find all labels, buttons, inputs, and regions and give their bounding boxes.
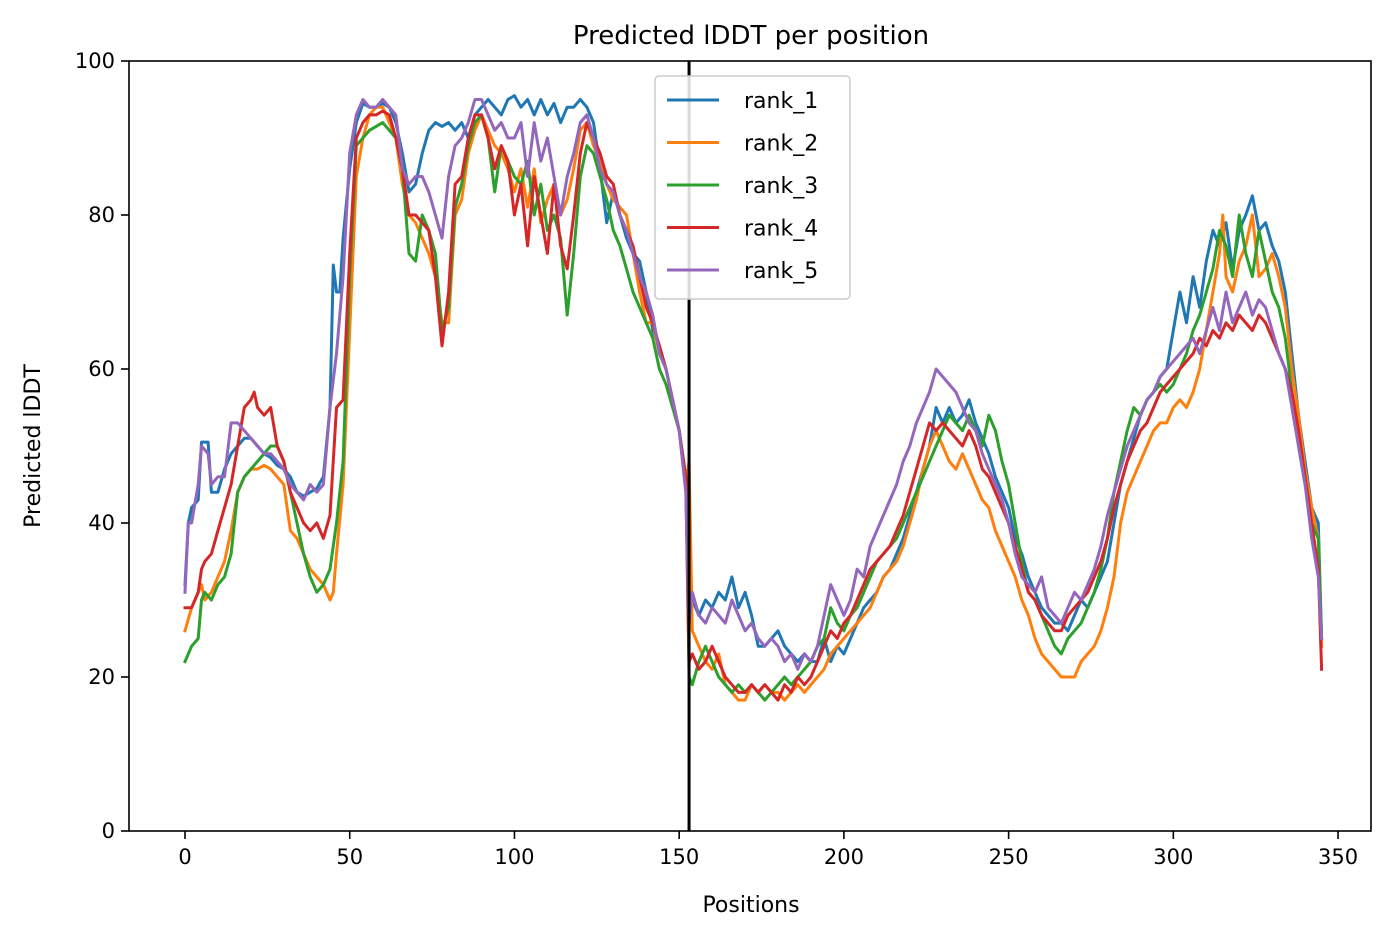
x-tick-label: 200 — [824, 845, 864, 869]
x-tick-label: 300 — [1153, 845, 1193, 869]
x-axis-title: Positions — [702, 893, 799, 918]
y-tick-label: 100 — [75, 49, 115, 73]
x-tick-label: 100 — [494, 845, 534, 869]
legend-label-rank-3: rank_3 — [744, 174, 818, 199]
y-axis: 0 20 40 60 80 100 — [75, 49, 129, 843]
chart-title: Predicted lDDT per position — [573, 21, 929, 51]
series-line-rank-4 — [183, 109, 1324, 702]
x-tick-label: 50 — [336, 845, 363, 869]
x-tick-label: 350 — [1318, 845, 1358, 869]
legend: rank_1 rank_2 rank_3 rank_4 rank_5 — [654, 75, 851, 300]
x-axis: 0 50 100 150 200 250 300 350 — [178, 831, 1358, 869]
legend-box — [654, 75, 851, 300]
axes-frame — [128, 60, 1372, 832]
legend-label-rank-5: rank_5 — [744, 259, 818, 284]
x-tick-label: 0 — [178, 845, 191, 869]
legend-label-rank-4: rank_4 — [744, 217, 818, 242]
y-tick-label: 20 — [88, 665, 115, 689]
legend-label-rank-1: rank_1 — [744, 89, 818, 114]
y-tick-label: 60 — [88, 357, 115, 381]
series-line-rank-2 — [183, 105, 1324, 702]
legend-label-rank-2: rank_2 — [744, 132, 818, 157]
series-line-rank-5 — [183, 98, 1324, 671]
y-axis-title: Predicted lDDT — [21, 364, 46, 528]
y-tick-label: 80 — [88, 203, 115, 227]
x-tick-label: 250 — [989, 845, 1029, 869]
y-tick-label: 40 — [88, 511, 115, 535]
plot-area — [183, 61, 1324, 831]
y-tick-label: 0 — [102, 819, 115, 843]
x-tick-label: 150 — [659, 845, 699, 869]
